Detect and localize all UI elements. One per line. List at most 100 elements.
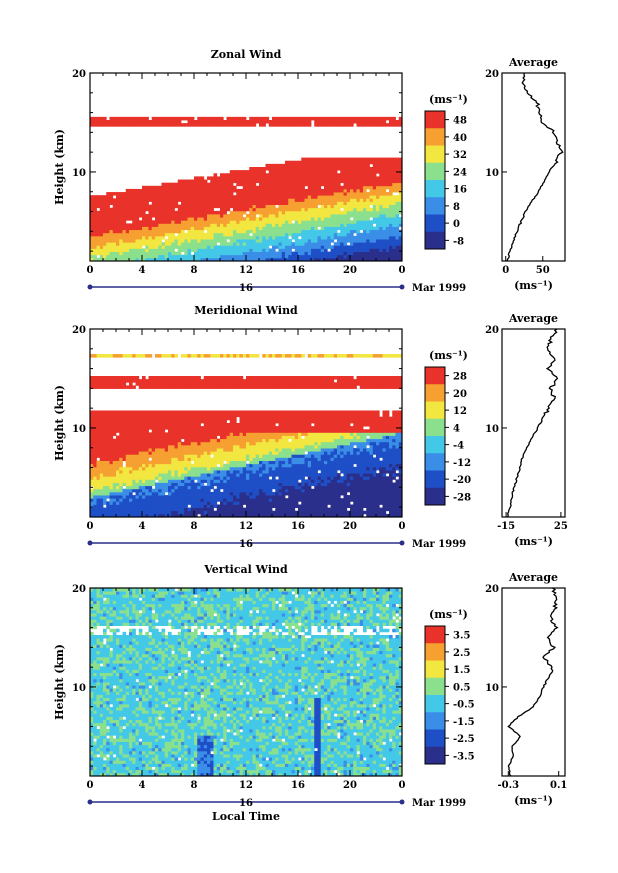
heatmap-cell [125, 429, 130, 433]
heatmap-cell [216, 257, 221, 262]
heatmap-cell [164, 120, 169, 124]
heatmap-cell [207, 188, 211, 193]
heatmap-cell [109, 482, 114, 487]
heatmap-cell [161, 498, 166, 502]
heatmap-cell [294, 179, 299, 184]
heatmap-cell [116, 441, 120, 446]
heatmap-cell [93, 463, 97, 468]
heatmap-cell [203, 188, 208, 193]
heatmap-cell [103, 507, 107, 512]
heatmap-cell [233, 385, 237, 389]
heatmap-cell [164, 501, 169, 505]
heatmap-cell [320, 229, 325, 234]
heatmap-cell [210, 423, 214, 427]
heatmap-cell [311, 182, 315, 187]
heatmap-cell [151, 510, 156, 515]
heatmap-cell [177, 385, 182, 389]
heatmap-cell [216, 498, 221, 502]
heatmap-cell [350, 245, 354, 249]
heatmap-cell [106, 242, 110, 246]
heatmap-cell [285, 160, 289, 165]
heatmap-cell [246, 214, 250, 218]
heatmap-cell [294, 173, 299, 177]
heatmap-cell [99, 229, 104, 234]
heatmap-cell [223, 379, 227, 383]
heatmap-cell [197, 441, 201, 446]
heatmap-cell [223, 195, 227, 199]
colorbar-bin [425, 111, 445, 129]
heatmap-cell [99, 416, 104, 421]
heatmap-cell [304, 251, 309, 256]
heatmap-cell [132, 510, 136, 515]
heatmap-cell [223, 444, 227, 449]
heatmap-cell [268, 167, 273, 171]
heatmap-cell [291, 251, 296, 256]
heatmap-cell [226, 188, 231, 193]
heatmap-cell [207, 376, 211, 380]
heatmap-cell [148, 460, 153, 465]
heatmap-cell [265, 207, 270, 212]
heatmap-cell [122, 448, 127, 452]
heatmap-cell [194, 123, 198, 127]
heatmap-cell [155, 441, 159, 446]
heatmap-cell [194, 444, 198, 449]
heatmap-cell [278, 239, 283, 243]
heatmap-cell [356, 217, 361, 221]
heatmap-cell [125, 470, 130, 474]
heatmap-cell [200, 379, 205, 383]
heatmap-cell [197, 239, 201, 243]
heatmap-cell [353, 176, 357, 180]
heatmap-cell [220, 245, 224, 249]
heatmap-cell [337, 217, 341, 221]
heatmap-cell [138, 463, 143, 468]
heatmap-cell [398, 192, 403, 196]
heatmap-cell [343, 257, 348, 262]
heatmap-cell [177, 232, 182, 237]
heatmap-cell [148, 485, 153, 490]
heatmap-cell [164, 454, 169, 458]
heatmap-cell [132, 385, 136, 389]
heatmap-cell [103, 201, 107, 205]
heatmap-cell [181, 123, 185, 127]
heatmap-cell [216, 226, 221, 231]
heatmap-cell [155, 466, 159, 471]
heatmap-cell [96, 466, 101, 471]
heatmap-cell [229, 495, 234, 499]
heatmap-cell [203, 448, 208, 452]
heatmap-cell [93, 438, 97, 443]
heatmap-cell [122, 413, 127, 418]
heatmap-cell [298, 220, 302, 224]
heatmap-cell [103, 226, 107, 231]
heatmap-cell [220, 460, 224, 465]
heatmap-cell [314, 254, 318, 259]
heatmap-cell [197, 470, 201, 474]
heatmap-cell [90, 245, 94, 249]
heatmap-cell [242, 510, 247, 515]
heatmap-cell [161, 195, 166, 199]
heatmap-cell [148, 438, 153, 443]
heatmap-cell [171, 491, 175, 496]
heatmap-cell [109, 220, 114, 224]
heatmap-cell [190, 116, 195, 121]
heatmap-cell [304, 235, 309, 240]
heatmap-cell [298, 185, 302, 190]
heatmap-cell [382, 239, 387, 243]
heatmap-cell [220, 432, 224, 436]
heatmap-cell [359, 235, 364, 240]
heatmap-cell [197, 504, 201, 508]
heatmap-cell [229, 220, 234, 224]
heatmap-cell [236, 195, 240, 199]
heatmap-cell [168, 513, 172, 518]
heatmap-cell [330, 116, 335, 121]
heatmap-cell [288, 176, 292, 180]
heatmap-cell [194, 423, 198, 427]
heatmap-cell [314, 201, 318, 205]
heatmap-cell [249, 460, 253, 465]
heatmap-cell [298, 201, 302, 205]
heatmap-cell [281, 176, 286, 180]
heatmap-cell [125, 188, 130, 193]
heatmap-cell [353, 239, 357, 243]
heatmap-cell [200, 182, 205, 187]
heatmap-cell [200, 239, 205, 243]
heatmap-cell [171, 248, 175, 252]
